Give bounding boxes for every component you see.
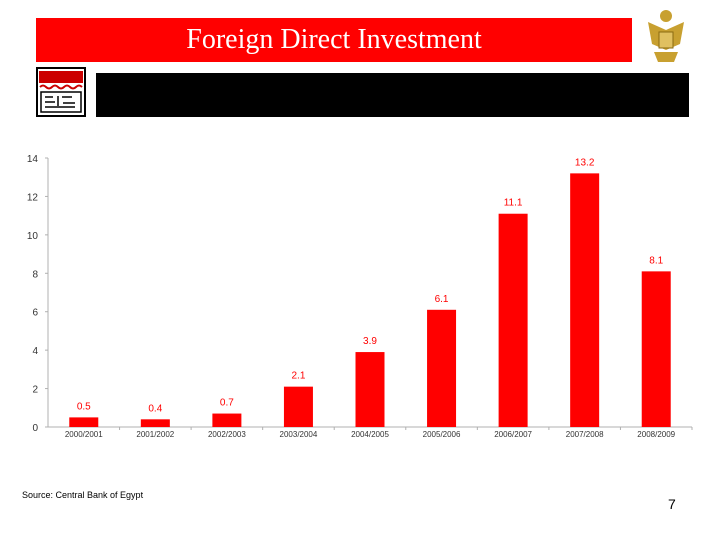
bar — [498, 213, 528, 427]
data-label: 0.7 — [220, 398, 234, 409]
x-tick-label: 2003/2004 — [280, 430, 318, 439]
bar — [140, 419, 170, 427]
data-label: 0.4 — [148, 403, 162, 414]
slide-title: Foreign Direct Investment — [186, 24, 482, 55]
bars — [69, 173, 671, 427]
bar — [641, 271, 671, 427]
y-tick-label: 8 — [32, 269, 38, 280]
data-label: 11.1 — [504, 198, 523, 209]
x-tick-label: 2000/2001 — [65, 430, 103, 439]
bar — [212, 413, 242, 427]
y-tick-label: 10 — [27, 231, 39, 242]
data-label: 3.9 — [363, 336, 377, 347]
data-label: 8.1 — [649, 255, 663, 266]
x-tick-label: 2007/2008 — [566, 430, 604, 439]
eagle-emblem-icon — [648, 10, 684, 62]
x-tick-label: 2005/2006 — [423, 430, 461, 439]
bar — [570, 173, 600, 427]
page-number: 7 — [668, 496, 676, 512]
y-tick-labels: 0 2 4 6 8 10 12 14 — [27, 154, 48, 434]
x-tick-label: 2002/2003 — [208, 430, 246, 439]
y-tick-label: 12 — [27, 192, 39, 203]
y-tick-label: 2 — [32, 385, 38, 396]
x-tick-labels: 2000/2001 2001/2002 2002/2003 2003/2004 2004… — [65, 427, 693, 439]
header-band — [96, 73, 689, 117]
fdi-bar-chart: 0 2 4 6 8 10 12 14 0.5 0.4 0.7 2.1 3.9 6.1 11.1 13.2 8.… — [27, 154, 693, 439]
y-tick-label: 14 — [27, 154, 39, 165]
y-tick-label: 4 — [32, 346, 38, 357]
data-label: 6.1 — [435, 294, 449, 305]
title-bar: Foreign Direct Investment — [36, 18, 632, 62]
data-label: 2.1 — [291, 371, 305, 382]
bar — [427, 309, 457, 427]
data-label: 0.5 — [77, 401, 91, 412]
bar — [355, 352, 385, 427]
source-note: Source: Central Bank of Egypt — [22, 490, 144, 500]
data-label: 13.2 — [575, 157, 595, 168]
y-tick-label: 6 — [32, 308, 38, 319]
x-tick-label: 2004/2005 — [351, 430, 389, 439]
bar — [69, 417, 99, 427]
bank-logo — [36, 67, 86, 117]
y-tick-label: 0 — [32, 423, 38, 434]
x-tick-label: 2006/2007 — [494, 430, 532, 439]
x-tick-label: 2008/2009 — [637, 430, 675, 439]
bar — [283, 386, 313, 427]
data-labels: 0.5 0.4 0.7 2.1 3.9 6.1 11.1 13.2 8.1 — [77, 157, 664, 414]
x-tick-label: 2001/2002 — [136, 430, 174, 439]
